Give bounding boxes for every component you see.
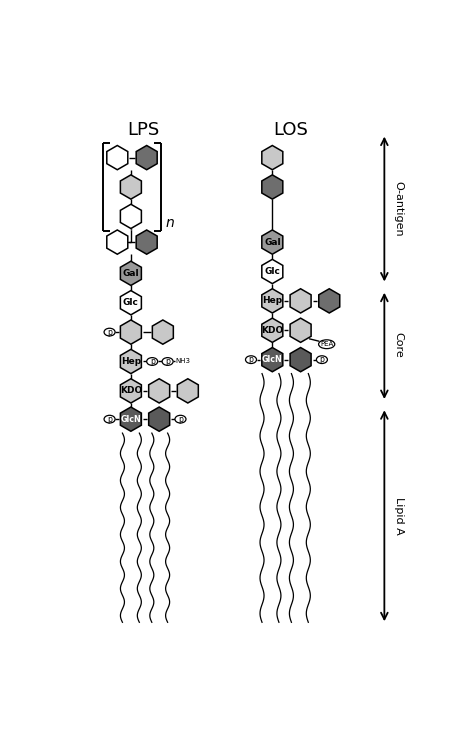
Text: O-antigen: O-antigen [393,181,403,237]
Polygon shape [262,318,283,342]
Polygon shape [262,259,283,283]
Text: Glc: Glc [123,298,139,308]
Ellipse shape [317,356,328,363]
Text: Core: Core [393,332,403,358]
Polygon shape [120,349,141,374]
Text: p: p [178,415,183,424]
Polygon shape [136,145,157,170]
Ellipse shape [104,415,115,423]
Polygon shape [120,320,141,344]
Text: p: p [107,327,112,337]
Polygon shape [120,204,141,228]
Ellipse shape [175,415,186,423]
Polygon shape [319,288,340,313]
Polygon shape [262,230,283,254]
Text: p: p [319,355,324,364]
Text: p: p [165,357,170,366]
Polygon shape [262,288,283,313]
Text: Glc: Glc [264,267,280,276]
Polygon shape [107,145,128,170]
Ellipse shape [246,356,256,363]
Polygon shape [120,261,141,286]
Polygon shape [262,175,283,199]
Polygon shape [149,379,170,403]
Polygon shape [262,347,283,372]
Polygon shape [152,320,173,344]
Polygon shape [120,175,141,199]
Polygon shape [177,379,198,403]
Text: p: p [107,415,112,424]
Text: GlcN: GlcN [120,415,141,424]
Ellipse shape [146,357,158,366]
Polygon shape [290,288,311,313]
Polygon shape [262,145,283,170]
Text: LPS: LPS [128,121,160,139]
Text: Hep: Hep [121,357,141,366]
Text: GlcN: GlcN [262,355,283,364]
Polygon shape [290,318,311,342]
Text: Gal: Gal [264,238,281,247]
Polygon shape [107,230,128,254]
Text: Hep: Hep [262,297,283,305]
Text: LOS: LOS [273,121,308,139]
Polygon shape [120,291,141,315]
Text: KDO: KDO [261,326,283,335]
Text: Lipid A: Lipid A [393,497,403,534]
Text: KDO: KDO [120,386,142,396]
Polygon shape [120,379,141,403]
Text: Gal: Gal [123,269,139,278]
Ellipse shape [162,357,173,366]
Text: PEA: PEA [320,341,333,347]
Text: n: n [165,216,174,230]
Ellipse shape [104,328,115,336]
Text: NH3: NH3 [175,358,190,365]
Text: p: p [248,355,254,364]
Ellipse shape [319,340,335,349]
Polygon shape [120,407,141,432]
Polygon shape [136,230,157,254]
Polygon shape [290,347,311,372]
Text: p: p [150,357,155,366]
Polygon shape [149,407,170,432]
